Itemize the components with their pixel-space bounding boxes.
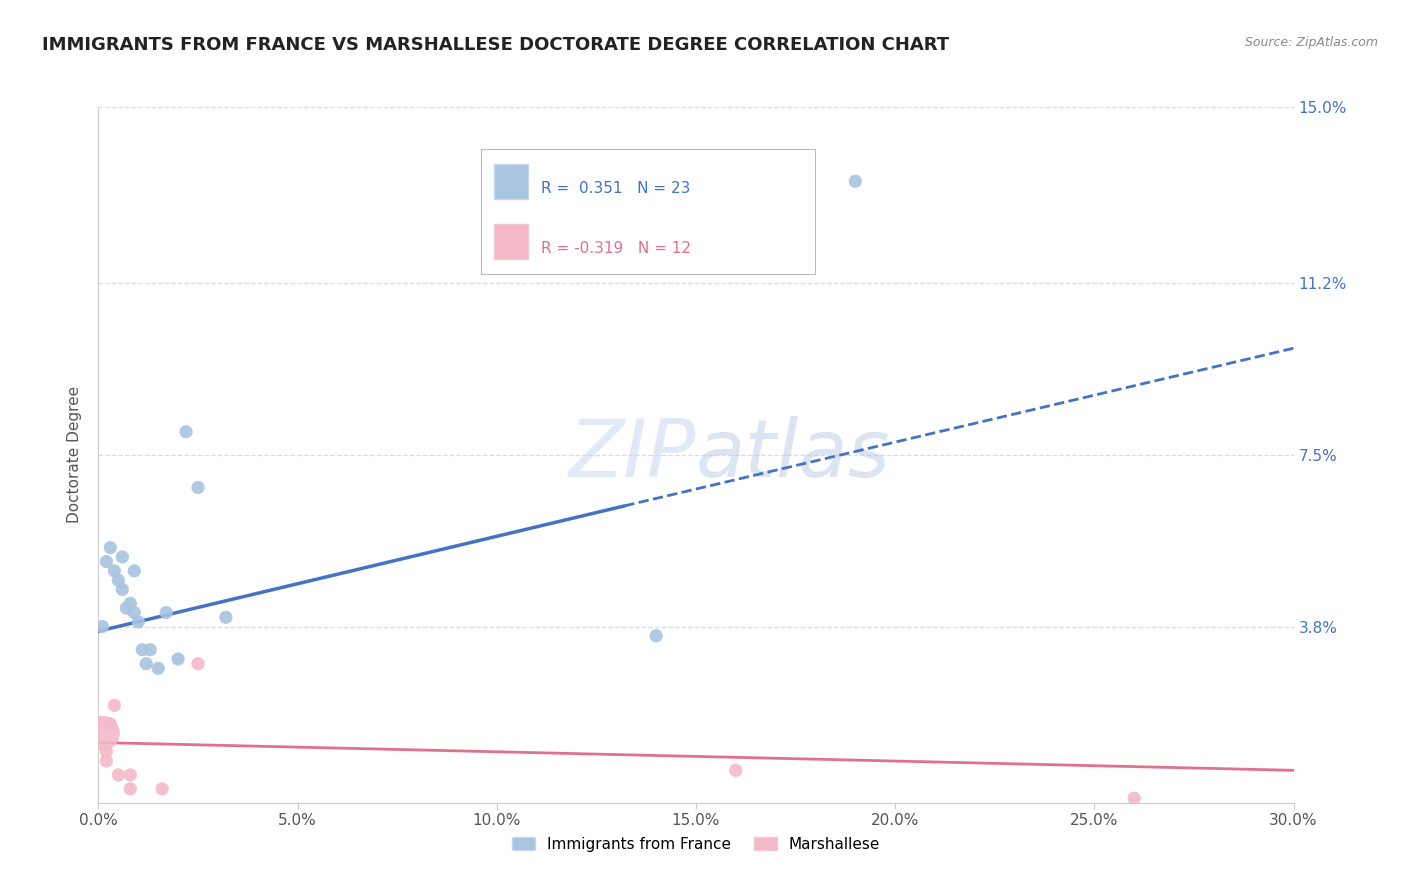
Point (107, 768, 129, 782)
Point (174, 425, 197, 439)
Point (135, 657, 157, 671)
Text: Source: ZipAtlas.com: Source: ZipAtlas.com (1244, 36, 1378, 49)
Point (150, 781, 173, 796)
Point (1123, 791, 1146, 805)
Text: IMMIGRANTS FROM FRANCE VS MARSHALLESE DOCTORATE DEGREE CORRELATION CHART: IMMIGRANTS FROM FRANCE VS MARSHALLESE DO… (42, 36, 949, 54)
Point (127, 615, 149, 629)
Point (111, 549, 134, 564)
Point (131, 642, 153, 657)
Point (155, 606, 177, 620)
Point (98, 717, 122, 731)
Point (96, 754, 118, 768)
Point (645, 629, 668, 643)
Point (187, 657, 209, 671)
Point (139, 642, 162, 657)
Point (107, 573, 129, 587)
Point (120, 781, 142, 796)
Point (111, 582, 134, 597)
Point (167, 652, 190, 666)
Point (124, 606, 146, 620)
Point (96, 745, 118, 759)
Text: atlas: atlas (696, 416, 891, 494)
Point (91, 619, 114, 633)
Point (215, 610, 238, 624)
Point (120, 596, 142, 610)
Point (115, 601, 138, 615)
Point (120, 768, 142, 782)
Point (103, 698, 125, 713)
Point (91, 726, 114, 740)
Point (103, 564, 125, 578)
Y-axis label: Doctorate Degree: Doctorate Degree (67, 386, 83, 524)
Text: ZIP: ZIP (568, 416, 696, 494)
Point (187, 480, 209, 494)
Point (844, 174, 866, 188)
Point (124, 564, 146, 578)
Point (96, 555, 118, 569)
Point (148, 661, 170, 675)
Point (724, 764, 747, 778)
Point (98, 541, 122, 555)
Legend: Immigrants from France, Marshallese: Immigrants from France, Marshallese (506, 830, 886, 858)
